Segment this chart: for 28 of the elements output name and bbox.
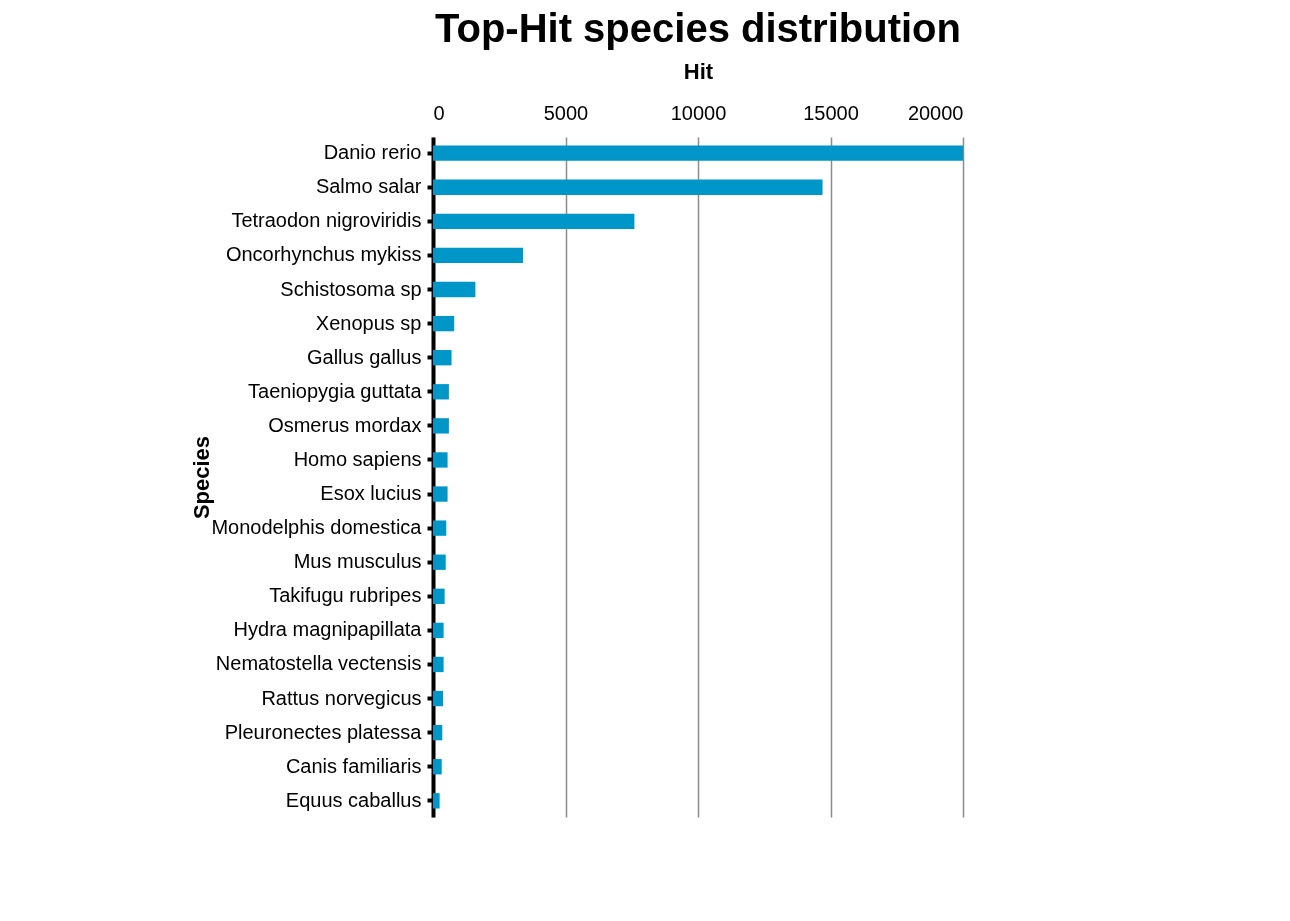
x-tick-label: 15000 bbox=[803, 101, 859, 124]
y-tick-label: Xenopus sp bbox=[315, 311, 422, 334]
y-tick-label: Takifugu rubripes bbox=[269, 584, 422, 607]
x-axis-title: Hit bbox=[683, 58, 714, 84]
y-tick-label: Mus musculus bbox=[293, 550, 422, 573]
y-tick-label: Esox lucius bbox=[320, 482, 422, 505]
chart-title: Top-Hit species distribution bbox=[435, 6, 961, 50]
y-tick-label: Rattus norvegicus bbox=[261, 686, 422, 709]
y-tick-label: Osmerus mordax bbox=[268, 413, 422, 436]
y-tick-label: Danio rerio bbox=[323, 141, 422, 164]
y-tick-label: Homo sapiens bbox=[293, 447, 422, 470]
y-axis-title: Species bbox=[188, 435, 214, 520]
x-tick-label: 10000 bbox=[670, 101, 727, 124]
y-tick-label: Salmo salar bbox=[315, 175, 422, 198]
y-tick-label: Taeniopygia guttata bbox=[248, 379, 423, 402]
y-tick-label: Tetraodon nigroviridis bbox=[231, 209, 422, 232]
x-tick-label: 5000 bbox=[543, 101, 589, 124]
y-tick-label: Pleuronectes platessa bbox=[224, 720, 423, 743]
y-tick-label: Nematostella vectensis bbox=[215, 652, 422, 675]
y-tick-label: Monodelphis domestica bbox=[211, 516, 423, 539]
y-tick-label: Equus caballus bbox=[285, 788, 422, 811]
x-tick-label: 0 bbox=[433, 101, 445, 124]
y-tick-label: Oncorhynchus mykiss bbox=[225, 243, 422, 266]
y-tick-label: Gallus gallus bbox=[306, 345, 422, 368]
y-tick-label: Hydra magnipapillata bbox=[233, 618, 423, 641]
y-tick-label: Canis familiaris bbox=[285, 754, 422, 777]
y-tick-label: Schistosoma sp bbox=[280, 277, 422, 300]
x-tick-label: 20000 bbox=[907, 101, 964, 124]
